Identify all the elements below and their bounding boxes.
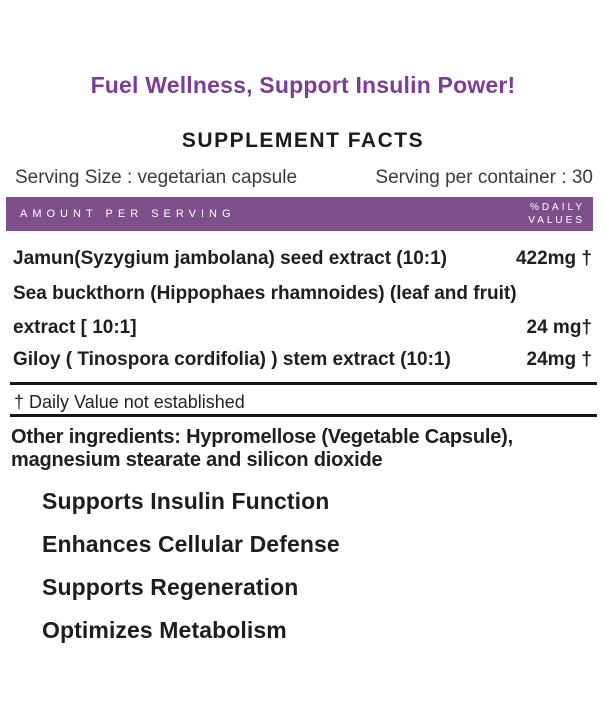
daily-values-header: %DAILY VALUES [528, 201, 585, 227]
benefit-item: Supports Insulin Function [42, 488, 330, 514]
benefit-item: Enhances Cellular Defense [42, 531, 340, 557]
amount-per-serving-header: AMOUNT PER SERVING [20, 208, 236, 220]
panel-title: SUPPLEMENT FACTS [181, 129, 425, 152]
benefit-item: Supports Regeneration [42, 574, 299, 600]
serving-info-row: Serving Size : vegetarian capsule Servin… [15, 167, 593, 189]
servings-per-container-label: Serving per container : [375, 167, 567, 188]
tagline-text: Fuel Wellness, Support Insulin Power! [90, 72, 516, 98]
ingredient-name: Jamun(Syzygium jambolana) seed extract (… [13, 248, 447, 269]
benefits-list: Supports Insulin Function Enhances Cellu… [42, 490, 340, 662]
ingredient-name: extract [ 10:1] [13, 317, 137, 338]
daily-value-footnote: † Daily Value not established [14, 392, 245, 412]
ingredient-name: Giloy ( Tinospora cordifolia) ) stem ext… [13, 349, 451, 370]
daily-values-header-line2: VALUES [528, 215, 585, 226]
servings-per-container: Serving per container : 30 [375, 167, 593, 189]
servings-per-container-value: 30 [571, 167, 593, 188]
benefit-item: Optimizes Metabolism [42, 617, 287, 643]
divider-rule-top [10, 382, 597, 385]
ingredient-amount: 422mg † [515, 248, 592, 269]
serving-size-label: Serving Size : [15, 167, 133, 188]
divider-rule-bottom [10, 414, 597, 417]
other-ingredients-line2: magnesium stearate and silicon dioxide [11, 449, 383, 472]
ingredient-amount: 24mg † [526, 349, 592, 370]
table-row: extract [ 10:1] 24 mg† [13, 317, 592, 339]
table-row: Giloy ( Tinospora cordifolia) ) stem ext… [13, 349, 592, 371]
table-row: Sea buckthorn (Hippophaes rhamnoides) (l… [13, 283, 592, 305]
table-row: Jamun(Syzygium jambolana) seed extract (… [13, 248, 592, 270]
serving-size: Serving Size : vegetarian capsule [15, 167, 297, 189]
table-header-bar: AMOUNT PER SERVING %DAILY VALUES [6, 197, 593, 231]
other-ingredients-line1: Other ingredients: Hypromellose (Vegetab… [11, 426, 513, 448]
serving-size-value: vegetarian capsule [137, 167, 298, 188]
daily-values-header-line1: %DAILY [529, 202, 585, 213]
other-ingredients-block: Other ingredients: Hypromellose (Vegetab… [11, 426, 600, 472]
ingredient-amount: 24 mg† [526, 317, 592, 338]
ingredient-name: Sea buckthorn (Hippophaes rhamnoides) (l… [13, 283, 517, 304]
